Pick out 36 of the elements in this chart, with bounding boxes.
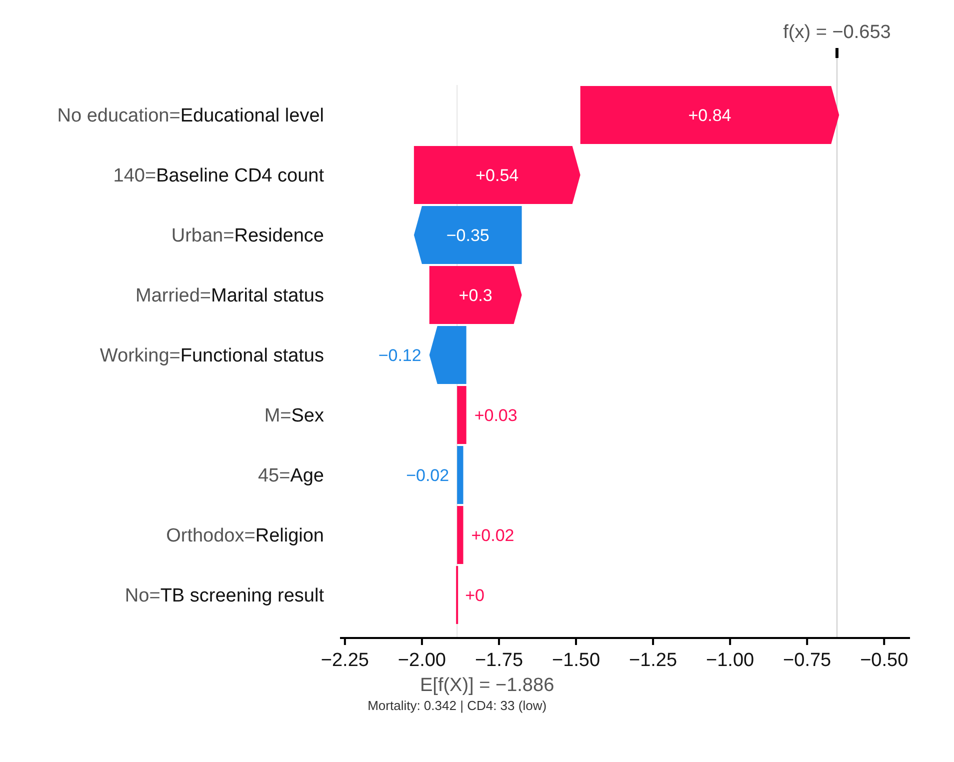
x-tick-label: −0.50	[860, 650, 908, 671]
y-tick-label: Married=Marital status	[136, 286, 324, 307]
x-tick-label: −1.75	[474, 650, 524, 671]
y-tick-label: 45=Age	[258, 466, 324, 487]
data-label: +0.03	[474, 406, 518, 425]
data-label: −0.35	[446, 226, 490, 245]
y-tick-label: M=Sex	[264, 406, 324, 427]
x-tick-label: −2.25	[320, 650, 369, 671]
data-label: −0.12	[378, 346, 422, 365]
data-label: +0.02	[471, 526, 514, 545]
ref-line-label: f(x) = −0.653	[783, 22, 891, 43]
x-tick-label: −0.75	[783, 650, 832, 671]
data-label: +0	[465, 586, 484, 605]
bar	[457, 506, 464, 564]
y-tick-label: Orthodox=Religion	[166, 526, 324, 547]
text: Mortality: 0.342 | CD4: 33 (low)	[368, 698, 547, 713]
bar	[414, 206, 522, 264]
data-label: −0.02	[406, 466, 450, 485]
ref-line-label: E[f(X)] = −1.886	[420, 675, 554, 696]
data-label: +0.3	[458, 286, 492, 305]
y-tick-label: 140=Baseline CD4 count	[113, 166, 325, 187]
bar	[580, 86, 840, 144]
data-label: +0.84	[688, 106, 732, 125]
data-label: +0.54	[476, 166, 519, 185]
x-tick-label: −1.00	[706, 650, 754, 671]
bar	[429, 266, 522, 324]
y-tick-label: Working=Functional status	[100, 346, 324, 367]
x-tick-label: −1.50	[552, 650, 600, 671]
y-tick-label: No education=Educational level	[57, 106, 324, 127]
y-tick-label: Urban=Residence	[171, 226, 324, 247]
bar	[457, 446, 464, 504]
y-tick-label: No=TB screening result	[124, 586, 325, 607]
bar	[414, 146, 580, 204]
x-tick-label: −1.25	[629, 650, 678, 671]
x-tick-label: −2.00	[398, 650, 446, 671]
bar	[457, 386, 466, 444]
